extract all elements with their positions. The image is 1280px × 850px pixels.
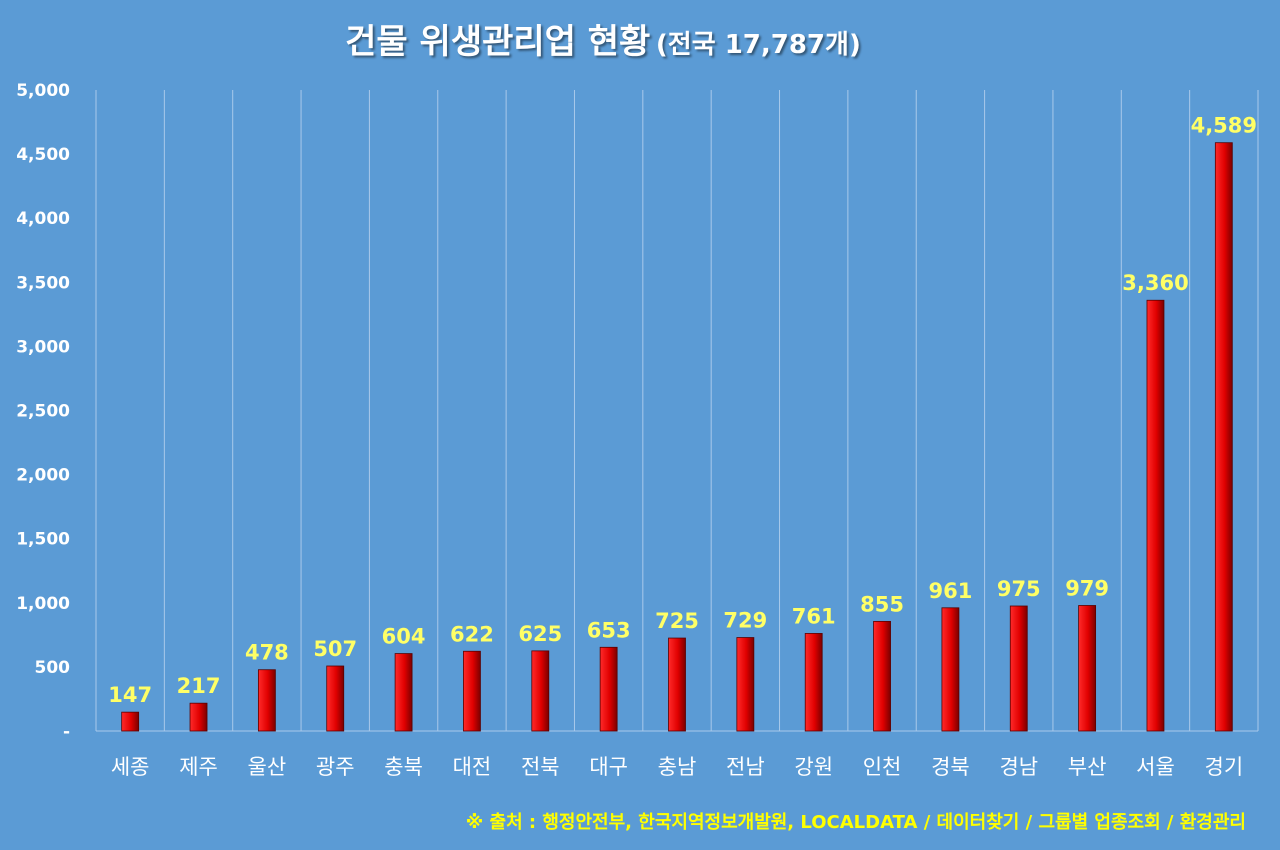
x-tick-label: 충남 bbox=[658, 755, 697, 779]
x-tick-label: 세종 bbox=[111, 755, 150, 779]
y-tick-label: 4,000 bbox=[16, 209, 70, 229]
chart-title-subtitle: (전국 17,787개) bbox=[655, 30, 861, 60]
data-label: 961 bbox=[928, 579, 972, 603]
data-label: 3,360 bbox=[1122, 271, 1188, 295]
data-label: 725 bbox=[655, 609, 699, 633]
bar bbox=[121, 711, 140, 732]
bar bbox=[326, 665, 345, 732]
data-label: 478 bbox=[245, 641, 289, 665]
x-tick-label: 전북 bbox=[521, 755, 560, 779]
y-tick-label: 5,000 bbox=[16, 81, 70, 101]
bar bbox=[1146, 299, 1165, 732]
x-tick-label: 대구 bbox=[589, 755, 628, 779]
bar bbox=[804, 633, 823, 732]
source-note: ※ 출처 : 행정안전부, 한국지역정보개발원, LOCALDATA / 데이터… bbox=[465, 812, 1246, 833]
x-tick-label: 전남 bbox=[726, 755, 765, 779]
data-label: 855 bbox=[860, 592, 904, 616]
bar bbox=[257, 669, 276, 732]
y-tick-label: 2,000 bbox=[16, 466, 70, 486]
x-tick-label: 경남 bbox=[999, 755, 1038, 779]
x-tick-label: 인천 bbox=[863, 755, 902, 779]
x-tick-label: 부산 bbox=[1068, 755, 1107, 779]
data-label: 761 bbox=[792, 604, 836, 628]
bar bbox=[599, 646, 618, 732]
bar bbox=[1078, 605, 1097, 732]
x-tick-label: 경북 bbox=[931, 755, 970, 779]
bar bbox=[189, 702, 208, 732]
data-label: 604 bbox=[382, 625, 426, 649]
data-label: 653 bbox=[587, 618, 631, 642]
bar bbox=[941, 607, 960, 732]
data-label: 625 bbox=[518, 622, 562, 646]
data-label: 975 bbox=[997, 577, 1041, 601]
data-labels: 147 217 478 507 604 622 625 653 725 729 761 855 961 9… bbox=[108, 114, 1257, 707]
y-tick-label: 3,500 bbox=[16, 273, 70, 293]
data-label: 147 bbox=[108, 683, 152, 707]
x-tick-label: 제주 bbox=[179, 755, 218, 779]
data-label: 729 bbox=[723, 609, 767, 633]
y-tick-label: 2,500 bbox=[16, 402, 70, 422]
y-tick-label: - bbox=[63, 722, 70, 742]
x-tick-label: 울산 bbox=[248, 755, 287, 779]
y-tick-label: 3,000 bbox=[16, 337, 70, 357]
x-tick-label: 충북 bbox=[384, 755, 423, 779]
bar bbox=[531, 650, 550, 732]
y-tick-label: 4,500 bbox=[16, 145, 70, 165]
y-tick-label: 1,000 bbox=[16, 594, 70, 614]
bar bbox=[394, 653, 413, 732]
bar bbox=[668, 637, 686, 732]
bars bbox=[121, 142, 1233, 732]
data-label: 507 bbox=[313, 637, 357, 661]
y-tick-label: 1,500 bbox=[16, 530, 70, 550]
data-label: 4,589 bbox=[1191, 114, 1257, 138]
bar bbox=[1214, 142, 1233, 732]
y-tick-label: 500 bbox=[35, 658, 71, 678]
bar bbox=[736, 637, 755, 732]
data-label: 979 bbox=[1065, 576, 1109, 600]
data-label: 217 bbox=[177, 674, 221, 698]
x-tick-label: 대전 bbox=[453, 755, 492, 779]
x-tick-label: 광주 bbox=[316, 755, 355, 779]
x-tick-label: 강원 bbox=[794, 755, 833, 779]
chart-title-main: 건물 위생관리업 현황 bbox=[345, 22, 651, 62]
bar bbox=[1009, 605, 1028, 732]
y-axis: - 500 1,000 1,500 2,000 2,500 3,000 3,500 4,000 4… bbox=[16, 81, 70, 742]
x-axis: 세종 제주 울산 광주 충북 대전 전북 대구 충남 전남 강원 인천 경북 경남 부산 서울 경기 bbox=[111, 755, 1243, 779]
chart-title: 건물 위생관리업 현황 (전국 17,787개) bbox=[0, 14, 1206, 63]
bar bbox=[873, 620, 891, 732]
bar bbox=[463, 650, 481, 732]
x-tick-label: 서울 bbox=[1136, 755, 1175, 779]
x-tick-label: 경기 bbox=[1205, 755, 1244, 779]
data-label: 622 bbox=[450, 622, 494, 646]
